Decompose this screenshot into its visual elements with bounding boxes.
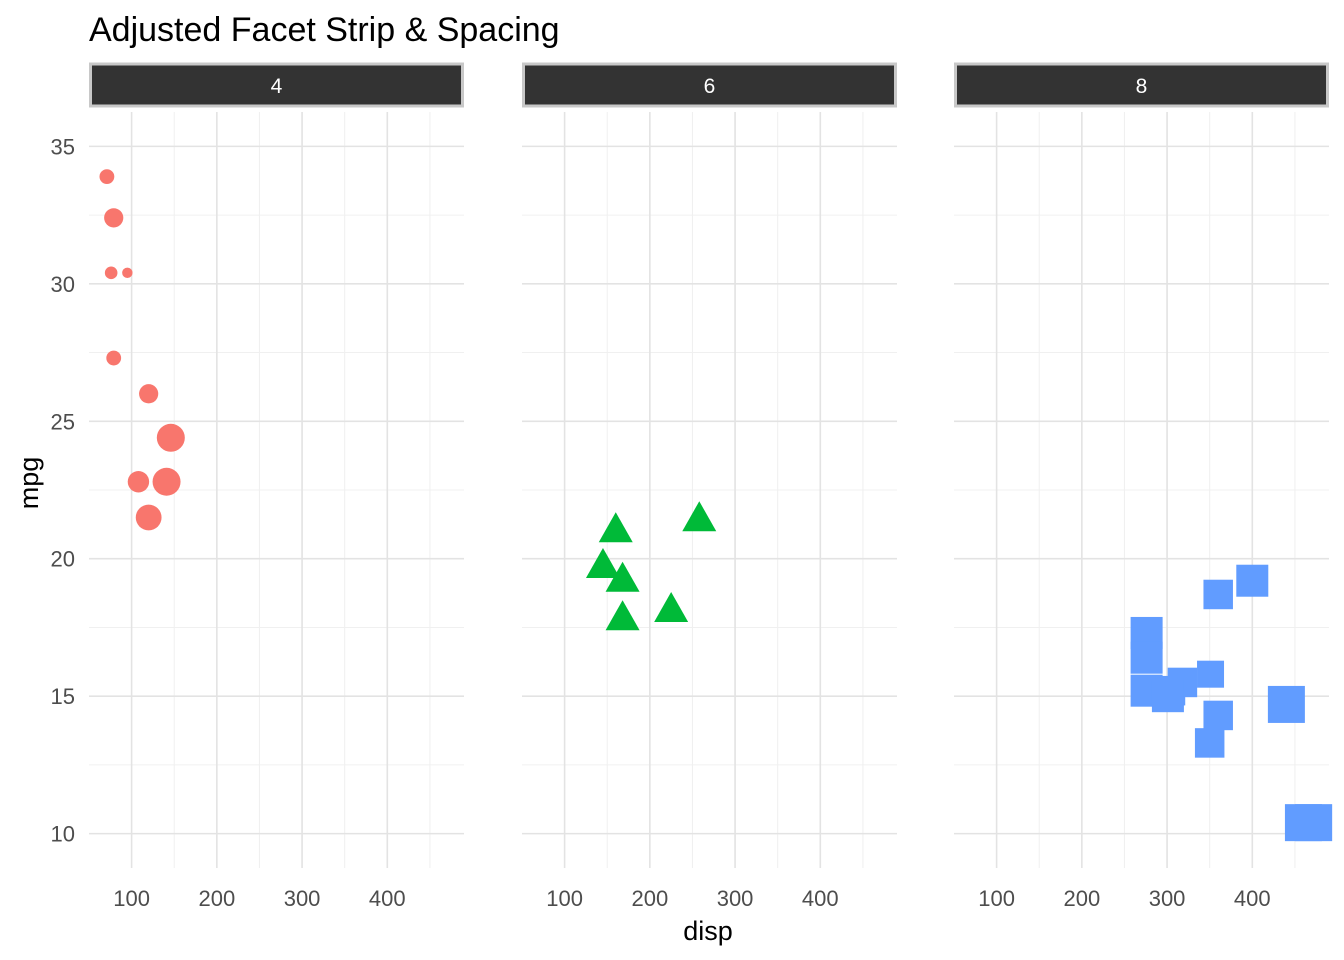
data-point xyxy=(1236,564,1269,597)
data-point xyxy=(682,501,717,532)
data-point xyxy=(1197,660,1225,688)
facet-panel-6: 6 100 200 300 400 xyxy=(522,62,897,911)
y-tick-label: 20 xyxy=(51,547,75,572)
x-tick-label: 200 xyxy=(1063,886,1100,911)
data-point xyxy=(139,384,159,404)
data-point xyxy=(585,547,620,578)
x-tick-label: 100 xyxy=(978,886,1015,911)
facet-strip-label: 4 xyxy=(271,75,283,98)
x-tick-label: 100 xyxy=(113,886,150,911)
data-point xyxy=(156,423,185,452)
y-tick-label: 30 xyxy=(51,272,75,297)
facet-panels: 4 100 200 300 400 10 15 20 25 30 35 6 100 200 300 400 8 1… xyxy=(51,62,1333,911)
x-tick-label: 300 xyxy=(717,886,754,911)
facet-strip-label: 8 xyxy=(1136,75,1148,98)
data-point xyxy=(1151,680,1184,713)
x-tick-label: 400 xyxy=(369,886,406,911)
data-point xyxy=(106,350,122,366)
y-tick-label: 35 xyxy=(51,134,75,159)
chart-title: Adjusted Facet Strip & Spacing xyxy=(89,11,560,49)
x-tick-label: 200 xyxy=(198,886,235,911)
data-point xyxy=(605,561,640,592)
x-tick-label: 400 xyxy=(1234,886,1271,911)
data-point xyxy=(135,504,162,531)
y-tick-label: 25 xyxy=(51,409,75,434)
facet-strip-6 xyxy=(522,62,897,108)
y-tick-label: 15 xyxy=(51,684,75,709)
x-tick-label: 200 xyxy=(631,886,668,911)
data-point xyxy=(104,208,124,228)
facet-strip-4 xyxy=(89,62,464,108)
facet-strip-8 xyxy=(954,62,1329,108)
y-axis-title: mpg xyxy=(14,457,44,510)
x-tick-label: 400 xyxy=(802,886,839,911)
facet-strip-label: 6 xyxy=(704,75,716,98)
data-point xyxy=(605,600,640,631)
data-point xyxy=(1203,579,1233,610)
data-point xyxy=(654,591,689,622)
data-point xyxy=(1130,641,1163,674)
data-point xyxy=(598,512,633,543)
x-tick-label: 100 xyxy=(546,886,583,911)
x-axis-title: disp xyxy=(683,916,733,946)
facet-panel-4: 4 100 200 300 400 10 15 20 25 30 35 xyxy=(51,62,464,911)
data-point xyxy=(1284,804,1322,842)
data-point xyxy=(127,471,150,493)
data-point xyxy=(99,169,115,185)
data-point xyxy=(1267,685,1305,723)
data-point xyxy=(1194,728,1225,758)
facet-panel-8: 8 100 200 300 400 xyxy=(954,62,1333,911)
y-tick-label: 10 xyxy=(51,822,75,847)
data-point xyxy=(104,266,118,280)
x-tick-label: 300 xyxy=(1149,886,1186,911)
data-point xyxy=(152,467,181,496)
data-point xyxy=(1203,700,1233,731)
x-tick-label: 300 xyxy=(284,886,321,911)
data-point xyxy=(122,267,133,279)
